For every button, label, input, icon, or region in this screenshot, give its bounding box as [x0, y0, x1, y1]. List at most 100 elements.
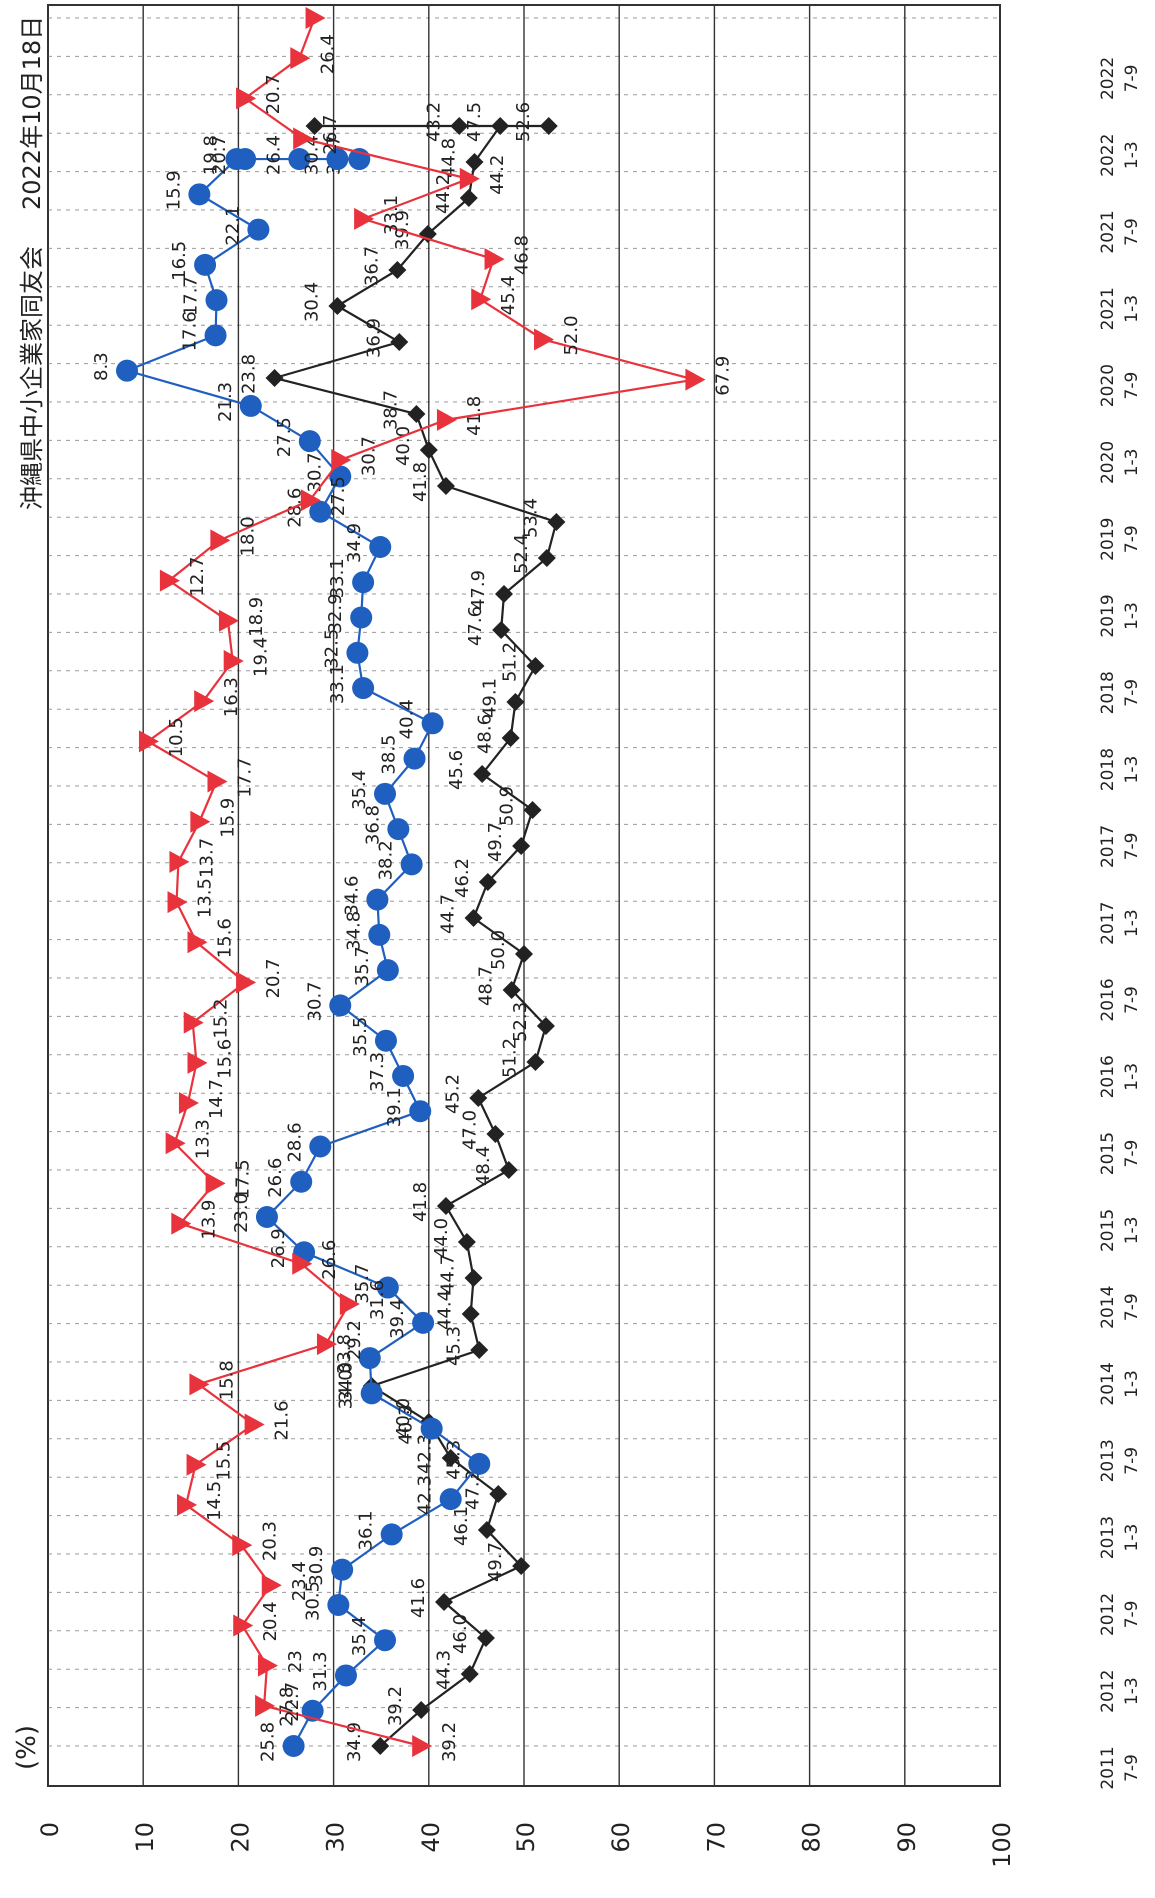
quarter-tick-quarter: 1-3: [1122, 1677, 1142, 1705]
series-point-circle: [346, 641, 369, 664]
data-label: 8.3: [91, 352, 112, 381]
data-label: 22.1: [222, 206, 243, 246]
series-point-circle: [420, 1417, 443, 1440]
series-point-circle: [247, 218, 270, 241]
data-label: 40.3: [396, 1405, 417, 1445]
series-point-triangle: [183, 1011, 204, 1034]
series-point-triangle: [187, 1051, 208, 1074]
series-point-diamond: [305, 117, 324, 135]
series-point-triangle: [290, 47, 311, 70]
series-point-diamond: [460, 1665, 479, 1683]
series-point-triangle: [354, 207, 375, 230]
value-tick-label: 40: [417, 1822, 445, 1853]
data-label: 43.2: [423, 102, 444, 142]
series-point-diamond: [441, 1449, 460, 1467]
series-point-diamond: [412, 1701, 431, 1719]
quarter-tick-quarter: 7-9: [1122, 1447, 1142, 1475]
series-point-circle: [204, 324, 227, 347]
data-label: 34.9: [344, 523, 365, 563]
data-label: 46.8: [512, 235, 533, 275]
data-label: 13.7: [196, 838, 217, 878]
series-point-diamond: [473, 765, 492, 783]
data-label: 50.0: [488, 930, 509, 970]
quarter-tick-quarter: 7-9: [1122, 372, 1142, 400]
series-point-circle: [298, 430, 321, 453]
data-label: 47.9: [468, 570, 489, 610]
data-label: 40.4: [397, 699, 418, 739]
data-label: 28.6: [284, 1122, 305, 1162]
series-point-triangle: [292, 1252, 313, 1275]
series-point-circle: [352, 571, 375, 594]
series-point-diamond: [461, 1305, 480, 1323]
quarter-tick-year: 2017: [1098, 825, 1118, 868]
series-point-diamond: [390, 333, 409, 351]
data-label: 46.0: [450, 1614, 471, 1654]
data-label: 47.6: [465, 606, 486, 646]
series-point-circle: [334, 1664, 357, 1687]
data-label: 41.8: [410, 1182, 431, 1222]
data-label: 18.9: [246, 597, 267, 637]
series-point-circle: [309, 1135, 332, 1158]
series-point-circle: [400, 853, 423, 876]
series-point-circle: [376, 1276, 399, 1299]
series-point-circle: [329, 465, 352, 488]
series-point-circle: [380, 1523, 403, 1546]
series-point-circle: [352, 677, 375, 700]
series-point-triangle: [190, 810, 211, 833]
series-point-diamond: [328, 297, 347, 315]
data-label: 44.3: [434, 1650, 455, 1690]
quarter-tick-year: 2015: [1098, 1132, 1118, 1175]
quarter-tick-year: 2016: [1098, 1055, 1118, 1098]
data-label: 16.5: [169, 241, 190, 281]
data-label: 52.4: [511, 534, 532, 574]
data-label: 44.4: [435, 1290, 456, 1330]
data-label: 52.0: [561, 315, 582, 355]
data-label: 26.6: [319, 1240, 340, 1280]
series-point-diamond: [469, 1089, 488, 1107]
data-label: 17.5: [233, 1159, 254, 1199]
value-tick-label: 0: [36, 1822, 64, 1837]
data-label: 35.7: [352, 1264, 373, 1304]
series-point-diamond: [436, 1197, 455, 1215]
series-point-diamond: [388, 261, 407, 279]
series-point-triangle: [300, 489, 321, 512]
data-label: 14.7: [206, 1079, 227, 1119]
series-point-diamond: [501, 729, 520, 747]
data-label: 37.3: [367, 1052, 388, 1092]
data-label: 45.2: [442, 1074, 463, 1114]
data-label: 21.6: [272, 1400, 293, 1440]
series-point-diamond: [486, 1125, 505, 1143]
data-label: 31.3: [310, 1651, 331, 1691]
series-point-triangle: [218, 609, 239, 632]
series-point-circle: [366, 888, 389, 911]
series-point-diamond: [536, 1017, 555, 1035]
series-point-triangle: [186, 1453, 207, 1476]
data-label: 23: [285, 1650, 306, 1673]
series-point-diamond: [506, 693, 525, 711]
data-label: 38.2: [376, 840, 397, 880]
series-point-triangle: [236, 971, 257, 994]
data-label: 35.7: [352, 946, 373, 986]
data-label: 42.3: [415, 1475, 436, 1515]
data-label: 15.2: [211, 999, 232, 1039]
data-label: 15.5: [214, 1441, 235, 1481]
quarter-tick-quarter: 7-9: [1122, 218, 1142, 246]
series-point-triangle: [236, 87, 257, 110]
quarter-tick-year: 2016: [1098, 978, 1118, 1021]
data-label: 30.7: [358, 436, 379, 476]
series-point-triangle: [244, 1413, 265, 1436]
data-label: 35.4: [349, 770, 370, 810]
series-point-triangle: [305, 7, 326, 29]
data-label: 15.6: [215, 1039, 236, 1079]
quarter-tick-quarter: 7-9: [1122, 1293, 1142, 1321]
data-label: 44.0: [431, 1218, 452, 1258]
series-point-triangle: [205, 1172, 226, 1195]
quarter-tick-year: 2017: [1098, 902, 1118, 945]
data-label: 49.7: [485, 822, 506, 862]
value-tick-label: 70: [702, 1822, 730, 1853]
quarter-tick-year: 2012: [1098, 1670, 1118, 1713]
quarter-tick-year: 2012: [1098, 1593, 1118, 1636]
series-point-triangle: [331, 449, 352, 472]
series-point-circle: [288, 148, 311, 171]
